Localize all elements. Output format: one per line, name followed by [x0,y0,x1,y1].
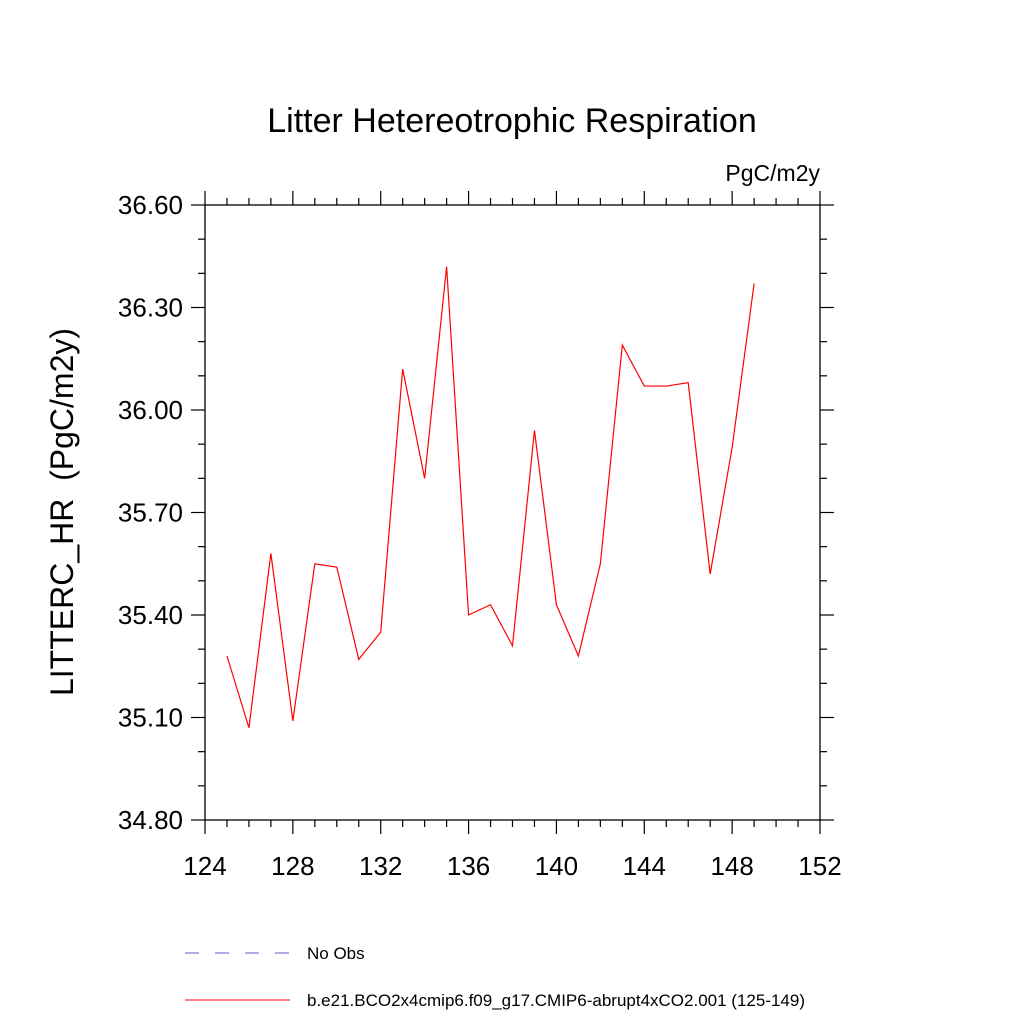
x-tick-label: 152 [798,851,841,881]
units-label: PgC/m2y [725,160,820,186]
x-tick-label: 140 [535,851,578,881]
y-tick-label: 35.70 [118,498,183,528]
legend: No Obs b.e21.BCO2x4cmip6.f09_g17.CMIP6-ab… [185,944,805,1010]
series-lines [226,266,755,728]
y-tick-label: 34.80 [118,805,183,835]
x-tick-label: 124 [183,851,226,881]
x-tick-label: 144 [623,851,666,881]
y-tick-label: 35.10 [118,703,183,733]
chart-title: Litter Hetereotrophic Respiration [267,102,756,140]
y-tick-label: 36.60 [118,190,183,220]
y-tick-label: 36.00 [118,395,183,425]
plot-frame [204,204,821,821]
x-tick-label: 148 [710,851,753,881]
legend-label: No Obs [307,944,365,963]
y-tick-label: 36.30 [118,293,183,323]
series-line [226,266,755,728]
y-axis-label: LITTERC_HR (PgC/m2y) [44,328,80,696]
x-tick-label: 132 [359,851,402,881]
axis-ticks [191,191,834,834]
x-tick-label: 136 [447,851,490,881]
x-tick-label: 128 [271,851,314,881]
tick-labels: 124 128 132 136 140 144 148 152 34.80 35.10 35.40 3… [118,190,842,881]
legend-label: b.e21.BCO2x4cmip6.f09_g17.CMIP6-abrupt4x… [307,991,805,1010]
y-tick-label: 35.40 [118,600,183,630]
